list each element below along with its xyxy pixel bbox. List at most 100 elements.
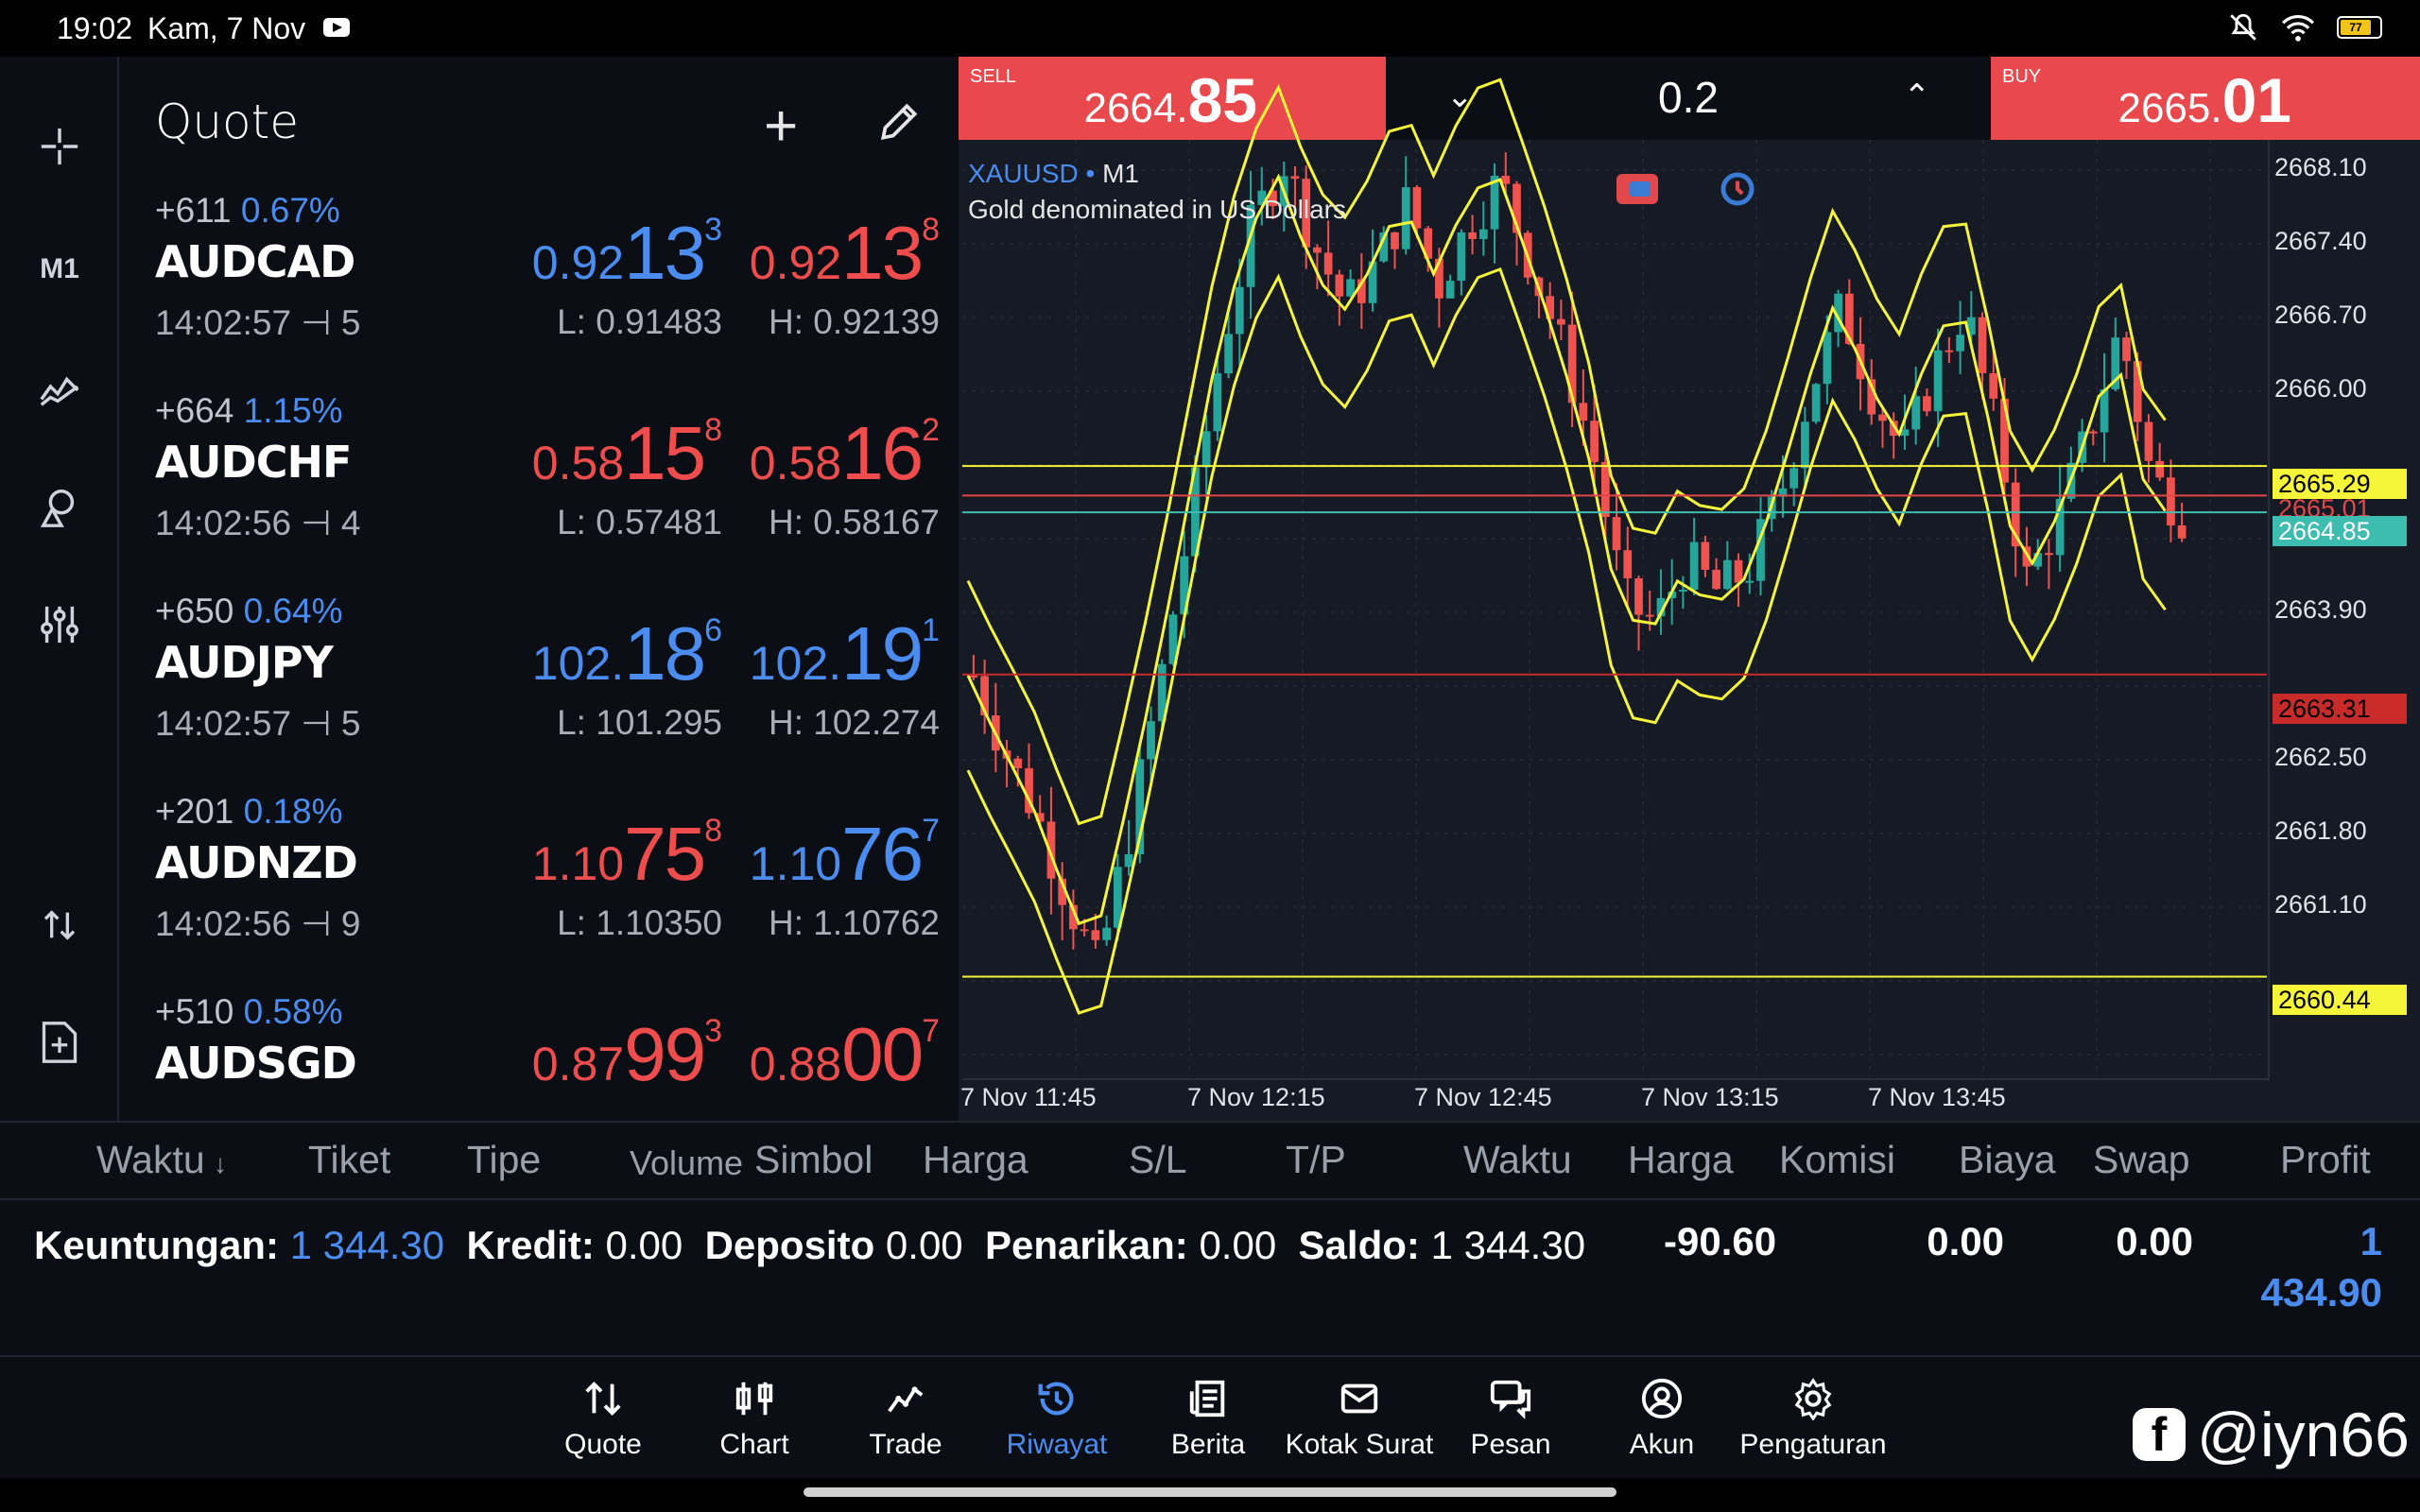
candle-body	[2167, 477, 2175, 526]
column-header[interactable]: Harga	[1628, 1138, 1734, 1181]
column-header[interactable]: T/P	[1286, 1138, 1346, 1181]
volume-value[interactable]: 0.2	[1658, 73, 1719, 122]
candle-body	[1557, 318, 1565, 325]
indicators-icon[interactable]	[28, 357, 91, 420]
column-header[interactable]: Waktu	[96, 1138, 205, 1181]
candle-body	[2078, 431, 2086, 463]
candle-body	[1923, 396, 1931, 412]
nav-akun[interactable]: Akun	[1586, 1374, 1737, 1461]
column-header[interactable]: Simbol	[754, 1138, 873, 1181]
nav-label: Trade	[869, 1429, 942, 1460]
nav-riwayat[interactable]: Riwayat	[981, 1374, 1132, 1461]
nav-berita[interactable]: Berita	[1132, 1374, 1284, 1461]
nav-label: Quote	[564, 1429, 642, 1460]
quote-high: H: 1.10762	[768, 903, 940, 942]
summary-line: Keuntungan: 1 344.30 Kredit: 0.00 Deposi…	[34, 1223, 1586, 1267]
quote-change: +201 0.18%	[155, 792, 343, 831]
candle-body	[1201, 431, 1211, 468]
edit-icon[interactable]	[875, 98, 923, 146]
sort-arrows-icon[interactable]	[28, 894, 91, 956]
column-header[interactable]: Profit	[2280, 1138, 2371, 1181]
candle-body	[1966, 317, 1976, 335]
history-icon	[981, 1374, 1132, 1423]
candle-body	[980, 676, 989, 716]
home-indicator[interactable]	[804, 1487, 1616, 1497]
quote-change: +664 1.15%	[155, 391, 343, 430]
quote-row[interactable]: +201 0.18% AUDNZD 14:02:56 ⊣ 9 1.10758 1…	[155, 792, 940, 992]
add-symbol-icon[interactable]: +	[764, 94, 799, 159]
bid-price: 0.58158	[531, 411, 722, 495]
nav-trade[interactable]: Trade	[830, 1374, 981, 1461]
candle-body	[1235, 286, 1244, 335]
quote-low: L: 101.295	[557, 703, 722, 742]
quote-high: H: 0.92139	[768, 302, 940, 341]
nav-pesan[interactable]: Pesan	[1435, 1374, 1586, 1461]
quote-row[interactable]: +510 0.58% AUDSGD 0.87993 0.88007	[155, 992, 940, 1121]
candle-body	[1546, 296, 1555, 319]
clock: 19:02	[57, 11, 133, 45]
sell-button[interactable]: SELL 2664.85	[959, 57, 1386, 140]
candle-body	[1357, 279, 1366, 303]
candle-body	[1679, 590, 1687, 593]
candle-body	[1523, 232, 1532, 278]
level-tag: 2663.31	[2273, 694, 2407, 724]
column-header[interactable]: Harga	[923, 1138, 1028, 1181]
candle-body	[1734, 559, 1743, 583]
candle-body	[1424, 228, 1433, 259]
settings-sliders-icon[interactable]	[28, 593, 91, 656]
candle-body	[2088, 431, 2098, 434]
candle-body	[1767, 496, 1776, 520]
nav-chart[interactable]: Chart	[679, 1374, 830, 1461]
candle-body	[1656, 597, 1666, 617]
buy-button[interactable]: BUY 2665.01	[1991, 57, 2420, 140]
sort-arrow-icon[interactable]: ↓	[214, 1149, 227, 1178]
candle-body	[1124, 853, 1133, 868]
nav-pengaturan[interactable]: Pengaturan	[1737, 1374, 1889, 1461]
clock-marker-icon[interactable]	[1717, 170, 1758, 208]
nav-quote[interactable]: Quote	[527, 1374, 679, 1461]
quote-symbol: AUDJPY	[155, 637, 334, 688]
crosshair-icon[interactable]	[28, 115, 91, 178]
column-header[interactable]: S/L	[1129, 1138, 1187, 1181]
column-header[interactable]: Volume	[630, 1143, 744, 1182]
quote-row[interactable]: +650 0.64% AUDJPY 14:02:57 ⊣ 5 102.186 1…	[155, 592, 940, 792]
candle-body	[1579, 403, 1588, 421]
y-tick-label: 2666.70	[2274, 301, 2367, 329]
new-order-icon[interactable]	[28, 1011, 91, 1074]
column-header[interactable]: Waktu	[1463, 1138, 1572, 1181]
candle-body	[1013, 758, 1023, 768]
nav-label: Kotak Surat	[1285, 1429, 1434, 1460]
candle-body	[1989, 372, 1998, 399]
trade-marker-icon[interactable]	[1616, 174, 1658, 204]
candle-body	[2033, 553, 2043, 567]
quote-row[interactable]: +664 1.15% AUDCHF 14:02:56 ⊣ 4 0.58158 0…	[155, 391, 940, 592]
candle-body	[1512, 183, 1521, 233]
ask-price: 0.88007	[749, 1012, 940, 1096]
candle-body	[2100, 388, 2109, 433]
nav-kotak-surat[interactable]: Kotak Surat	[1284, 1374, 1435, 1461]
candle-body	[1911, 396, 1921, 430]
quote-change: +650 0.64%	[155, 592, 343, 630]
quote-panel: Quote + +611 0.67% AUDCAD 14:02:57 ⊣ 5 0…	[119, 57, 959, 1121]
middle-band	[966, 173, 2167, 926]
column-header[interactable]: Komisi	[1779, 1138, 1896, 1181]
candle-body	[2155, 460, 2165, 478]
timeframe-button[interactable]: M1	[40, 253, 79, 284]
candle-body	[1834, 293, 1842, 333]
candle-body	[2122, 337, 2131, 362]
column-header[interactable]: Biaya	[1959, 1138, 2056, 1181]
news-icon	[1132, 1374, 1284, 1423]
column-header[interactable]: Swap	[2093, 1138, 2190, 1181]
chart-panel[interactable]: SELL 2664.85 ⌄ 0.2 ⌃ BUY 2665.01 XAUUSD …	[959, 57, 2420, 1121]
quote-row[interactable]: +611 0.67% AUDCAD 14:02:57 ⊣ 5 0.92133 0…	[155, 191, 940, 391]
x-tick-label: 7 Nov 12:45	[1414, 1083, 1552, 1111]
volume-increase-icon[interactable]: ⌃	[1903, 78, 1931, 114]
column-header[interactable]: Tipe	[467, 1138, 542, 1181]
chart-symbol-line: XAUUSD • M1	[968, 159, 1139, 188]
candle-body	[1346, 279, 1355, 297]
candle-body	[1668, 592, 1677, 598]
column-header[interactable]: Tiket	[308, 1138, 391, 1181]
objects-icon[interactable]	[28, 476, 91, 539]
account-icon	[1586, 1374, 1737, 1423]
candle-body	[1080, 929, 1089, 932]
